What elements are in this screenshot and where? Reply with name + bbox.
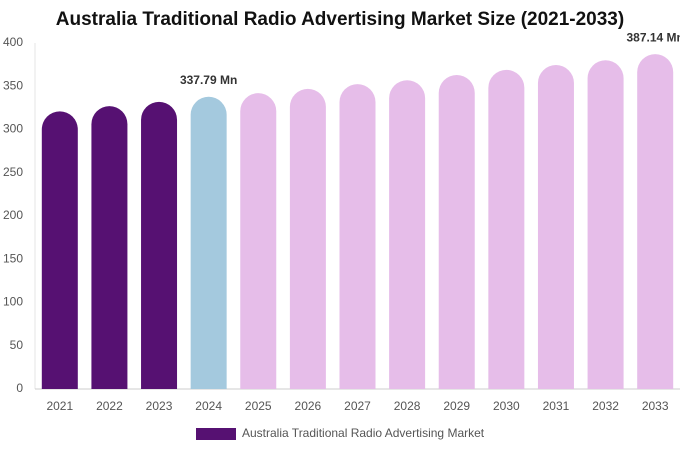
legend-swatch xyxy=(196,428,236,440)
x-tick-label: 2028 xyxy=(394,399,421,413)
chart-title: Australia Traditional Radio Advertising … xyxy=(56,9,624,30)
y-tick-label: 350 xyxy=(3,78,23,92)
x-tick-label: 2030 xyxy=(493,399,520,413)
x-tick-label: 2027 xyxy=(344,399,371,413)
y-tick-label: 100 xyxy=(3,295,23,309)
x-tick-label: 2032 xyxy=(592,399,619,413)
y-tick-label: 150 xyxy=(3,251,23,265)
x-tick-label: 2023 xyxy=(146,399,173,413)
y-tick-label: 200 xyxy=(3,208,23,222)
value-label: 337.79 Mn xyxy=(180,73,237,87)
bar xyxy=(488,69,525,390)
x-tick-label: 2033 xyxy=(642,399,669,413)
y-tick-label: 400 xyxy=(3,35,23,49)
bar xyxy=(41,111,78,389)
bar xyxy=(240,93,277,390)
bar xyxy=(389,80,426,389)
bar xyxy=(339,84,376,390)
y-tick-label: 250 xyxy=(3,165,23,179)
y-tick-label: 50 xyxy=(10,338,24,352)
x-tick-label: 2031 xyxy=(543,399,570,413)
bar xyxy=(637,54,674,390)
bar xyxy=(190,96,227,390)
legend-label: Australia Traditional Radio Advertising … xyxy=(242,426,485,440)
bar xyxy=(91,106,128,389)
bar xyxy=(289,88,326,389)
bar xyxy=(537,65,574,390)
bar xyxy=(141,101,178,389)
x-tick-label: 2022 xyxy=(96,399,123,413)
bar xyxy=(587,60,624,389)
x-tick-label: 2024 xyxy=(195,399,222,413)
value-label: 387.14 Mn xyxy=(627,30,680,44)
x-tick-label: 2021 xyxy=(46,399,73,413)
y-tick-label: 0 xyxy=(16,381,23,395)
x-tick-label: 2026 xyxy=(295,399,322,413)
y-tick-label: 300 xyxy=(3,122,23,136)
x-tick-label: 2029 xyxy=(443,399,470,413)
bar xyxy=(438,75,475,389)
x-tick-label: 2025 xyxy=(245,399,272,413)
